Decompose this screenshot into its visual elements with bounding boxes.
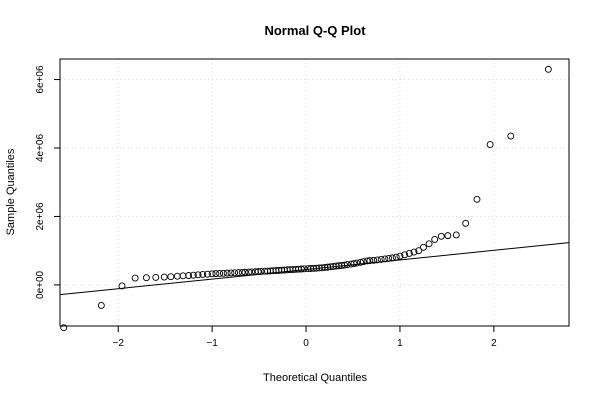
data-point: [189, 271, 197, 279]
data-point: [152, 273, 160, 281]
data-point: [425, 240, 433, 248]
data-point: [248, 268, 256, 276]
qq-reference-line: [59, 242, 570, 296]
data-point: [194, 271, 202, 279]
data-point: [60, 324, 68, 332]
data-point: [167, 273, 175, 281]
points-layer: [60, 65, 552, 332]
y-tick-label: 0e+00: [35, 270, 46, 299]
x-axis: −2 −1 0 1 2: [113, 325, 497, 349]
data-point: [431, 235, 439, 243]
data-point: [219, 269, 227, 277]
data-point: [223, 269, 231, 277]
data-point: [234, 269, 242, 277]
x-tick-label: −1: [206, 338, 218, 349]
x-axis-label: Theoretical Quantiles: [263, 372, 367, 384]
data-point: [392, 253, 400, 261]
data-point: [388, 254, 396, 262]
y-tick-label: 2e+06: [35, 202, 46, 231]
data-point: [343, 261, 351, 269]
data-point: [396, 252, 404, 260]
data-point: [245, 268, 253, 276]
data-point: [437, 232, 445, 240]
data-point: [357, 258, 364, 266]
data-point: [401, 251, 409, 259]
data-point: [203, 270, 211, 278]
data-point: [462, 219, 470, 227]
data-point: [353, 259, 361, 267]
data-point: [97, 302, 105, 309]
x-tick-label: −2: [113, 338, 125, 349]
data-point: [160, 273, 168, 281]
data-point: [415, 247, 423, 255]
x-tick-label: 2: [491, 338, 497, 349]
x-tick-label: 0: [303, 338, 309, 349]
data-point: [212, 270, 220, 278]
y-tick-label: 6e+06: [35, 65, 46, 94]
data-point: [373, 256, 381, 264]
data-point: [363, 257, 371, 265]
data-point: [185, 272, 193, 279]
data-point: [444, 232, 452, 240]
data-point: [410, 248, 418, 256]
x-tick-label: 1: [397, 338, 403, 349]
data-point: [231, 269, 239, 277]
data-point: [227, 269, 235, 277]
data-point: [419, 243, 427, 251]
reference-line-layer: [59, 242, 570, 296]
data-point: [544, 65, 552, 73]
data-point: [254, 268, 262, 276]
data-point: [377, 255, 385, 263]
data-point: [359, 258, 367, 266]
data-point: [238, 268, 246, 276]
data-point: [350, 260, 358, 267]
data-point: [300, 265, 308, 273]
data-point: [131, 274, 139, 282]
data-point: [473, 195, 481, 203]
y-tick-label: 4e+06: [35, 134, 46, 163]
y-axis-label: Sample Quantiles: [5, 148, 17, 235]
data-point: [257, 267, 265, 275]
data-point: [208, 270, 216, 278]
data-point: [199, 271, 207, 278]
data-point: [385, 254, 393, 262]
data-point: [341, 261, 349, 269]
data-point: [370, 256, 378, 264]
data-point: [452, 231, 460, 239]
data-point: [381, 255, 389, 263]
data-point: [216, 270, 224, 277]
chart-title: Normal Q-Q Plot: [264, 23, 366, 38]
y-axis: 0e+00 2e+06 4e+06 6e+06: [35, 65, 61, 299]
data-point: [486, 141, 494, 149]
data-point: [297, 265, 305, 273]
data-point: [507, 132, 515, 140]
data-point: [118, 282, 126, 290]
data-point: [366, 257, 374, 265]
data-point: [241, 268, 249, 276]
data-point: [405, 249, 413, 257]
data-point: [142, 274, 150, 282]
grid: [60, 59, 569, 326]
